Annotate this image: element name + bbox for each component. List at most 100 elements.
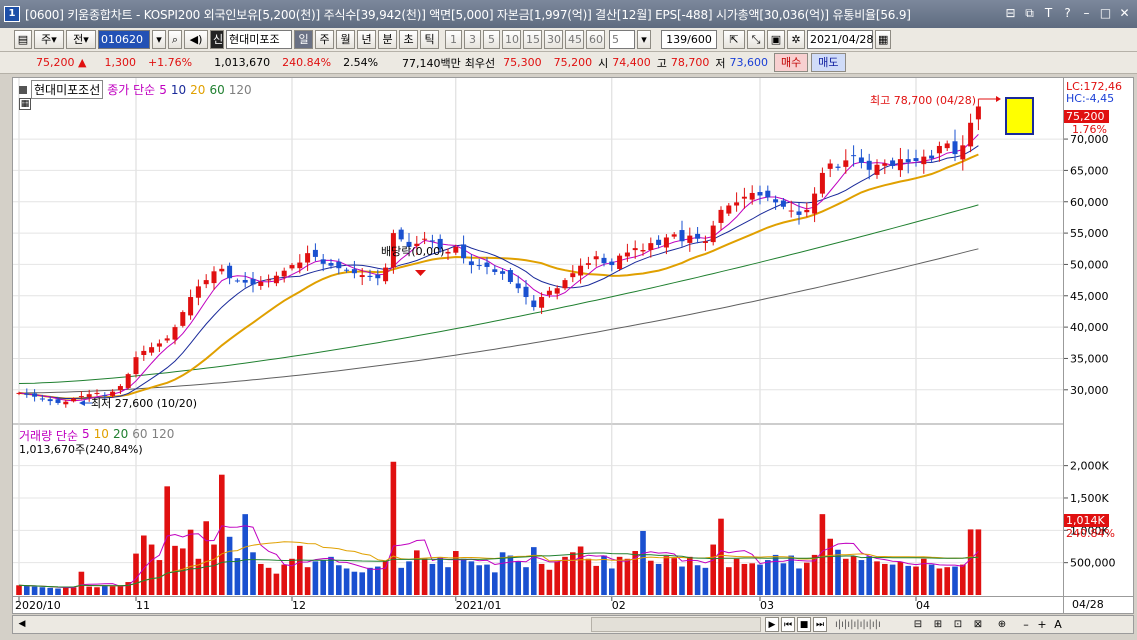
candle-body <box>757 192 763 196</box>
chart-scrollbar[interactable]: ◀ ▶ ⏮ ■ ⏭ ı|ı|ı|ı|ı|ı|ı|ı ⊟ ⊞ ⊡ ⊠ ⊕ – + … <box>12 615 1134 634</box>
speaker-icon[interactable]: ◀) <box>184 30 208 49</box>
x-axis-right: 04/28 <box>1064 597 1134 614</box>
candle-body <box>827 163 833 169</box>
search-icon[interactable]: ⌕ <box>168 30 182 49</box>
volume-bar <box>960 564 966 595</box>
volume-bar <box>265 567 272 595</box>
volume-title: 거래량 단순 <box>19 429 79 443</box>
period-day[interactable]: 일 <box>294 30 313 49</box>
period-tick[interactable]: 틱 <box>420 30 439 49</box>
interval-30[interactable]: 30 <box>544 30 563 49</box>
scale-icon[interactable]: ⊕ <box>997 619 1007 630</box>
candle-body <box>375 274 381 279</box>
stock-code-input[interactable]: 010620 <box>98 30 150 49</box>
tool-icon[interactable]: ⤡ <box>747 30 765 49</box>
gear-icon[interactable]: ✲ <box>787 30 805 49</box>
close-icon[interactable]: ✕ <box>1119 6 1130 20</box>
menu-icon[interactable]: ▤ <box>14 30 32 49</box>
candle-body <box>133 357 139 375</box>
candle-body <box>141 350 147 355</box>
code-dropdown-icon[interactable]: ▾ <box>152 30 166 49</box>
candle-body <box>726 205 732 214</box>
zoom-out-icon[interactable]: ⊟ <box>913 619 923 630</box>
auto-icon[interactable]: A <box>1054 618 1062 631</box>
period-week[interactable]: 주 <box>315 30 334 49</box>
volume-bar <box>476 565 482 595</box>
candle-body <box>944 143 950 149</box>
interval-10[interactable]: 10 <box>502 30 521 49</box>
candle-body <box>905 159 911 163</box>
minimize-icon[interactable]: – <box>1083 6 1090 20</box>
current-price-marker[interactable] <box>1005 97 1034 135</box>
period-month[interactable]: 월 <box>336 30 355 49</box>
layout-icon[interactable]: ⊟ <box>1005 6 1016 20</box>
volume-bar <box>102 585 108 595</box>
interval-value-input[interactable]: 5 <box>609 30 635 49</box>
volume-bar <box>258 563 264 595</box>
period-year[interactable]: 년 <box>357 30 376 49</box>
interval-15[interactable]: 15 <box>523 30 542 49</box>
date-input[interactable]: 2021/04/28 <box>807 30 873 49</box>
first-page-icon[interactable]: ⏮ <box>781 617 795 632</box>
x-tick-label: 12 <box>292 599 306 612</box>
period-minute[interactable]: 분 <box>378 30 397 49</box>
candle-body <box>851 155 857 157</box>
data-count-input[interactable]: 139/600 <box>661 30 717 49</box>
grid-icon[interactable]: ▦ <box>19 98 31 110</box>
ma20-line <box>18 153 979 400</box>
link-icon[interactable]: ⧉ <box>1025 6 1034 20</box>
stop-icon[interactable]: ■ <box>797 617 811 632</box>
app-icon[interactable]: 1 <box>4 6 20 22</box>
window-title: [0600] 키움종합차트 - KOSPI200 외국인보유[5,200(천)]… <box>25 7 911 22</box>
plus-icon[interactable]: + <box>1037 618 1047 631</box>
volume-bar <box>928 564 935 595</box>
interval-dropdown-icon[interactable]: ▾ <box>637 30 651 49</box>
stock-name-box[interactable]: 현대미포조선 <box>31 80 104 99</box>
candle-body <box>874 164 880 175</box>
volume-bar <box>772 554 779 595</box>
interval-60[interactable]: 60 <box>586 30 605 49</box>
sell-button[interactable]: 매도 <box>811 53 846 72</box>
volume-bar <box>55 588 61 595</box>
stock-type-select[interactable]: 주▾ <box>34 30 64 49</box>
text-icon[interactable]: T <box>1044 6 1053 20</box>
candle-body <box>819 172 825 194</box>
buy-button[interactable]: 매수 <box>774 53 809 72</box>
pin-icon[interactable]: ⇱ <box>723 30 745 49</box>
save-icon[interactable]: ▣ <box>767 30 785 49</box>
interval-3[interactable]: 3 <box>464 30 481 49</box>
zoom-slider[interactable]: ı|ı|ı|ı|ı|ı|ı|ı <box>835 619 881 630</box>
volume-bar <box>273 573 280 595</box>
candle-body <box>429 240 435 242</box>
legend-marker-icon <box>19 85 27 94</box>
scroll-right-icon[interactable]: ▶ <box>765 617 779 632</box>
last-page-icon[interactable]: ⏭ <box>813 617 827 632</box>
candle-body <box>16 392 22 394</box>
calendar-icon[interactable]: ▦ <box>875 30 891 49</box>
minus-icon[interactable]: – <box>1023 618 1029 631</box>
fit-icon[interactable]: ⊡ <box>953 619 963 630</box>
candle-body <box>788 210 794 212</box>
interval-45[interactable]: 45 <box>565 30 584 49</box>
reset-icon[interactable]: ⊠ <box>973 619 983 630</box>
candle-body <box>344 269 350 271</box>
chart-svg <box>13 78 1063 596</box>
scroll-left-icon[interactable]: ◀ <box>18 619 26 629</box>
market-select[interactable]: 전▾ <box>66 30 96 49</box>
current-price: 75,200 ▲ <box>36 56 87 69</box>
high-price: 78,700 <box>670 56 710 69</box>
period-second[interactable]: 초 <box>399 30 418 49</box>
candle-body <box>234 280 240 282</box>
help-icon[interactable]: ? <box>1064 6 1071 20</box>
chart-canvas[interactable]: 현대미포조선 종가 단순 5 10 20 60 120 ▦ 거래량 단순 5 1… <box>12 77 1064 597</box>
volume-bar <box>726 567 732 595</box>
candle-body <box>55 399 61 403</box>
zoom-in-icon[interactable]: ⊞ <box>933 619 943 630</box>
maximize-icon[interactable]: □ <box>1099 6 1112 20</box>
interval-5[interactable]: 5 <box>483 30 500 49</box>
x-tick-label: 04 <box>916 599 930 612</box>
interval-1[interactable]: 1 <box>445 30 462 49</box>
scroll-thumb[interactable] <box>591 617 761 632</box>
candle-body <box>367 275 373 277</box>
candle-body <box>328 263 334 266</box>
